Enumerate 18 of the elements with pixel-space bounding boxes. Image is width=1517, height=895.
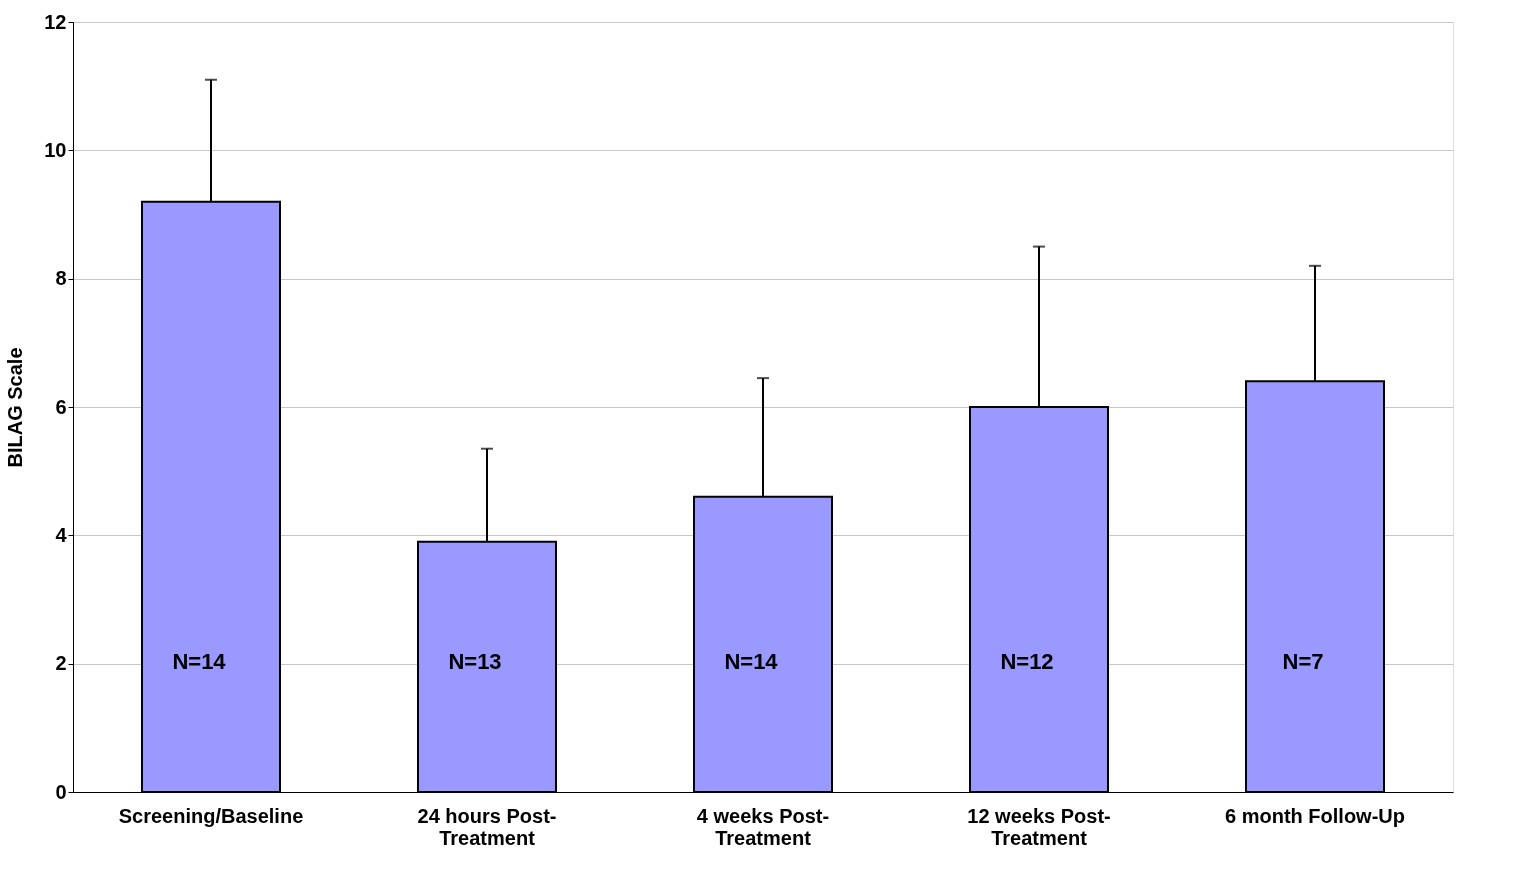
annotation: N=13 — [448, 649, 502, 674]
annotation: N=14 — [172, 649, 227, 674]
y-tick-label: 8 — [55, 267, 67, 290]
y-axis-title: BILAG Scale — [4, 347, 27, 468]
x-tick-label: 24 hours Post-Treatment — [417, 804, 557, 849]
annotation: N=14 — [724, 649, 779, 674]
annotation: N=12 — [1000, 649, 1054, 674]
y-tick-label: 6 — [55, 395, 67, 418]
y-tick-label: 12 — [44, 10, 67, 33]
y-tick-label: 4 — [55, 523, 68, 546]
y-tick-label: 10 — [44, 138, 67, 161]
x-tick-label: 12 weeks Post-Treatment — [967, 804, 1111, 849]
x-tick-label: 6 month Follow-Up — [1225, 804, 1405, 827]
x-tick-label: 4 weeks Post-Treatment — [696, 804, 830, 849]
y-tick-label: 2 — [55, 652, 67, 675]
annotation: N=7 — [1282, 649, 1324, 674]
x-tick-label: Screening/Baseline — [118, 804, 304, 827]
y-tick-label: 0 — [55, 780, 67, 803]
